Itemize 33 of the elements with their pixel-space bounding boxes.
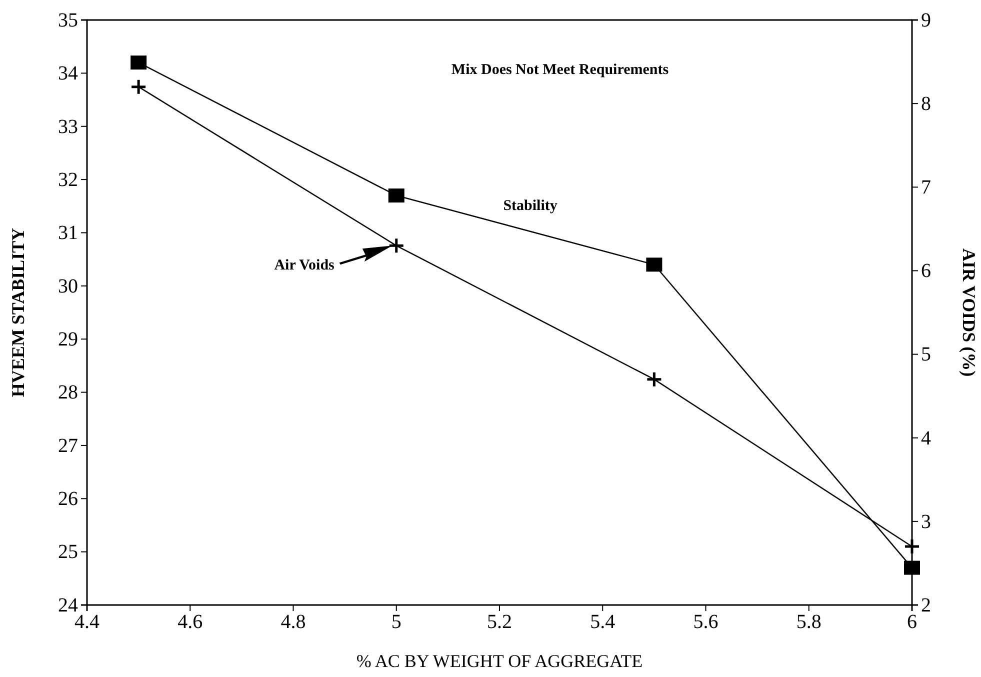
x-tick-label: 4.8 <box>280 611 306 634</box>
x-tick-label: 5 <box>391 611 402 634</box>
y-tick-label: 30 <box>58 275 78 298</box>
series-label: Stability <box>503 198 558 214</box>
x-tick-label: 4.6 <box>178 611 203 634</box>
y2-tick-label: 5 <box>921 344 931 366</box>
y-axis-title: HVEEM STABILITY <box>8 228 28 398</box>
y2-axis-title: AIR VOIDS (%) <box>959 248 979 377</box>
y2-tick-label: 9 <box>921 9 931 32</box>
y-tick-label: 34 <box>58 62 78 85</box>
y-tick-label: 31 <box>58 222 78 244</box>
x-tick-label: 5.8 <box>796 611 822 634</box>
y-tick-label: 28 <box>58 382 78 404</box>
y-tick-label: 33 <box>58 116 78 138</box>
y2-tick-label: 6 <box>921 260 931 282</box>
x-axis-title: % AC BY WEIGHT OF AGGREGATE <box>356 651 643 671</box>
y2-tick-label: 2 <box>921 594 931 616</box>
legend-label: Air Voids <box>274 258 335 274</box>
y2-tick-label: 4 <box>921 427 931 450</box>
y2-tick-label: 7 <box>921 176 931 199</box>
x-tick-label: 5.2 <box>487 611 512 634</box>
y-tick-label: 27 <box>58 434 78 457</box>
y-tick-label: 35 <box>58 9 78 32</box>
x-tick-label: 6 <box>907 611 917 634</box>
y-tick-label: 25 <box>58 541 78 564</box>
y-tick-label: 32 <box>58 168 78 191</box>
y-tick-label: 29 <box>58 328 78 350</box>
y2-tick-label: 8 <box>921 92 931 115</box>
x-tick-label: 5.6 <box>693 611 718 634</box>
y-tick-label: 26 <box>58 488 78 510</box>
annotation: Mix Does Not Meet Requirements <box>451 62 669 78</box>
x-tick-label: 5.4 <box>590 611 616 634</box>
y2-tick-label: 3 <box>921 510 931 533</box>
